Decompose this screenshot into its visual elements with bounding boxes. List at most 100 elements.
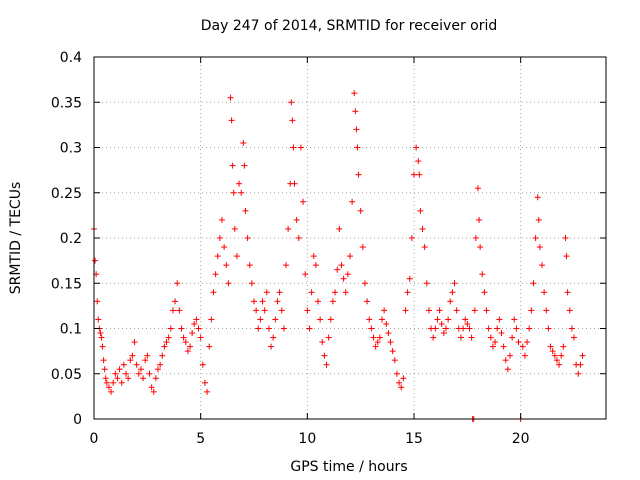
data-point — [155, 366, 161, 373]
data-point — [416, 171, 423, 178]
data-point — [415, 158, 422, 165]
data-point — [342, 289, 349, 296]
data-point — [291, 180, 298, 187]
data-point — [534, 194, 541, 201]
data-point — [99, 343, 106, 350]
data-point — [97, 330, 104, 337]
data-point — [321, 352, 328, 359]
data-point — [125, 375, 132, 382]
data-point — [114, 375, 121, 382]
data-point — [374, 339, 381, 346]
data-point — [355, 171, 362, 178]
data-point — [379, 316, 385, 323]
data-point — [457, 334, 464, 341]
data-point — [103, 379, 110, 386]
data-point — [562, 235, 569, 241]
data-point — [509, 334, 516, 341]
data-point — [519, 343, 526, 350]
data-point — [195, 325, 202, 332]
data-point — [391, 357, 398, 364]
data-point — [140, 375, 147, 382]
data-point — [494, 325, 501, 332]
data-point — [400, 375, 407, 382]
y-tick-label: 0 — [73, 412, 82, 428]
y-tick-label: 0.35 — [51, 95, 82, 111]
data-point — [219, 216, 225, 223]
data-point — [571, 334, 577, 341]
data-point — [502, 357, 509, 364]
data-point — [468, 334, 475, 341]
data-point — [489, 343, 496, 350]
data-point — [146, 370, 153, 377]
data-point — [511, 316, 518, 323]
data-point — [216, 235, 223, 241]
data-point — [241, 162, 248, 169]
data-point — [563, 253, 570, 260]
data-point — [144, 352, 151, 359]
data-point — [325, 334, 332, 341]
data-point — [257, 316, 264, 323]
data-point — [152, 375, 159, 382]
data-point — [419, 225, 426, 232]
data-point — [137, 366, 144, 373]
data-point — [539, 262, 545, 269]
data-point — [251, 298, 257, 305]
x-tick-label: 15 — [405, 431, 423, 447]
data-point — [434, 316, 441, 323]
data-point — [302, 271, 309, 278]
data-point — [575, 370, 582, 377]
data-point — [204, 388, 211, 395]
data-point — [479, 271, 486, 278]
data-point — [142, 357, 149, 364]
data-point — [406, 275, 413, 282]
data-point — [230, 189, 237, 196]
data-point — [191, 320, 198, 327]
data-point — [438, 320, 445, 327]
data-point — [404, 289, 411, 296]
data-point — [308, 289, 315, 296]
data-point — [440, 330, 447, 337]
data-point — [159, 352, 166, 359]
data-point — [338, 262, 345, 269]
y-tick-label: 0.05 — [51, 367, 82, 383]
data-point — [169, 307, 176, 314]
data-point — [280, 325, 287, 332]
data-point — [408, 235, 415, 241]
data-point — [310, 253, 317, 260]
data-point — [214, 253, 221, 260]
data-point — [425, 307, 432, 314]
data-point — [297, 144, 304, 151]
y-tick-label: 0.3 — [60, 141, 82, 157]
data-point — [498, 330, 505, 337]
data-point — [361, 280, 368, 287]
data-point — [530, 280, 537, 287]
y-tick-label: 0.1 — [60, 322, 82, 338]
data-point — [453, 307, 460, 314]
data-point — [372, 343, 379, 350]
data-point — [447, 298, 454, 305]
data-point — [393, 370, 400, 377]
data-point — [558, 352, 565, 359]
data-point — [513, 325, 520, 332]
data-point — [477, 244, 484, 251]
data-point — [161, 343, 168, 350]
y-axis-label: SRMTID / TECUs — [8, 182, 24, 295]
data-point — [423, 280, 430, 287]
data-point — [396, 379, 403, 386]
data-point — [556, 361, 563, 368]
data-point — [460, 325, 467, 332]
data-point — [116, 366, 123, 373]
data-point — [541, 289, 548, 296]
data-point — [288, 99, 295, 106]
data-point — [123, 370, 129, 377]
data-point — [100, 357, 107, 364]
data-point — [268, 343, 275, 350]
data-point — [227, 94, 234, 101]
data-point — [385, 330, 392, 337]
data-point — [201, 379, 208, 386]
data-point — [189, 330, 196, 337]
data-point — [336, 225, 343, 232]
data-point — [265, 325, 272, 332]
data-point — [462, 316, 469, 323]
